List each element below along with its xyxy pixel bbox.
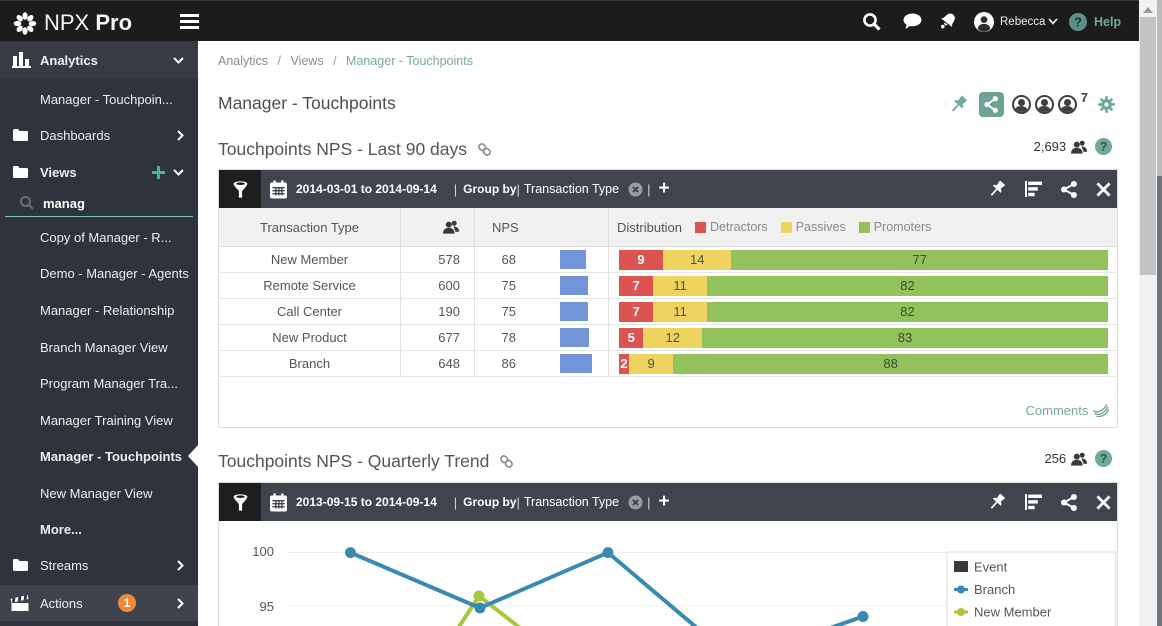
svg-text:Branch: Branch xyxy=(974,582,1015,597)
svg-text:?: ? xyxy=(1100,452,1107,466)
svg-text:?: ? xyxy=(1074,14,1082,29)
svg-text:New Member: New Member xyxy=(974,605,1052,620)
svg-text:Event: Event xyxy=(974,560,1008,575)
svg-text:95: 95 xyxy=(260,599,274,614)
svg-text:100: 100 xyxy=(252,544,274,559)
svg-text:?: ? xyxy=(1100,140,1107,154)
